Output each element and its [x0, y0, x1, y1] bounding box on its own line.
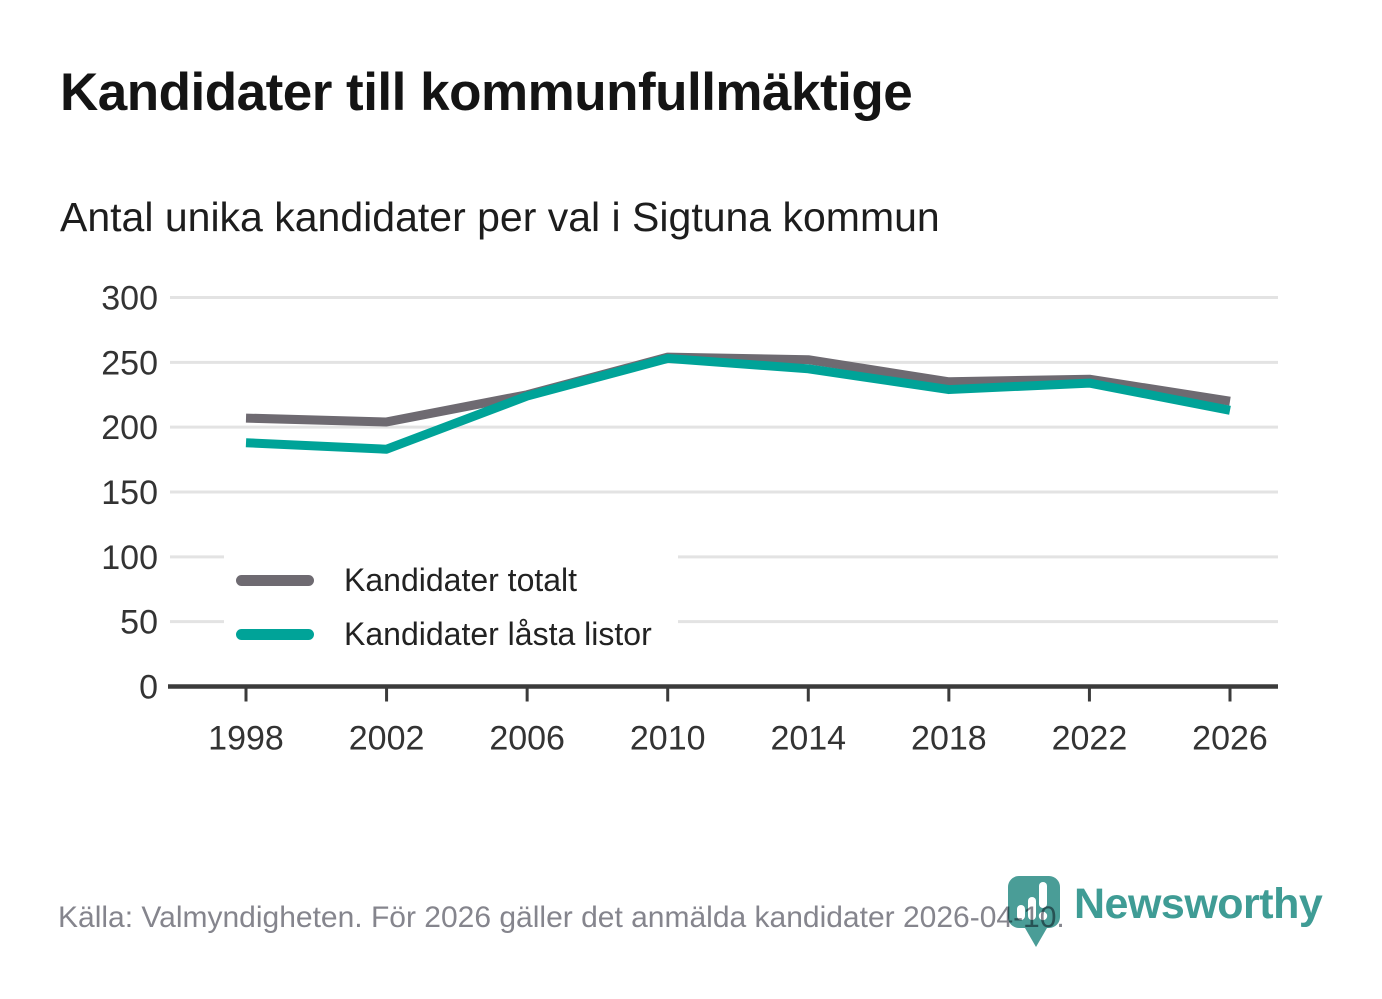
x-tick-label-2026: 2026 [1192, 720, 1268, 758]
series-line-0 [245, 352, 1231, 427]
page-title: Kandidater till kommunfullmäktige [60, 63, 913, 122]
chart-subtitle: Antal unika kandidater per val i Sigtuna… [60, 194, 940, 240]
newsworthy-logo: Newsworthy [1006, 874, 1323, 952]
y-tick-label-100: 100 [101, 539, 158, 577]
legend-item-total: Kandidater totalt [236, 560, 652, 600]
legend-label-total: Kandidater totalt [344, 561, 578, 598]
legend-swatch-locked-lists [236, 628, 314, 640]
x-tick-label-2014: 2014 [770, 720, 846, 758]
chart-legend: Kandidater totalt Kandidater låsta listo… [224, 550, 678, 668]
logo-bar-short [1017, 905, 1025, 920]
newsworthy-logo-text: Newsworthy [1074, 880, 1323, 928]
legend-label-locked-lists: Kandidater låsta listor [344, 615, 652, 652]
x-tick-label-2018: 2018 [911, 720, 987, 758]
y-tick-label-0: 0 [139, 669, 158, 707]
source-note: Källa: Valmyndigheten. För 2026 gäller d… [58, 901, 1065, 934]
x-tick-label-2010: 2010 [630, 720, 706, 758]
logo-bar-medium [1028, 897, 1036, 920]
logo-exclamation-bar [1039, 882, 1047, 908]
x-tick-label-1998: 1998 [208, 720, 284, 758]
y-tick-label-300: 300 [101, 280, 158, 318]
x-tick-label-2006: 2006 [489, 720, 565, 758]
y-tick-label-250: 250 [101, 344, 158, 382]
legend-item-locked-lists: Kandidater låsta listor [236, 614, 652, 654]
x-tick-label-2002: 2002 [349, 720, 425, 758]
logo-exclamation-dot [1038, 911, 1048, 921]
series-line-1 [245, 353, 1231, 454]
y-tick-label-50: 50 [120, 604, 158, 642]
x-tick-label-2022: 2022 [1052, 720, 1128, 758]
y-tick-label-200: 200 [101, 409, 158, 447]
newsworthy-logo-icon [1008, 876, 1060, 947]
y-tick-label-150: 150 [101, 474, 158, 512]
legend-swatch-total [236, 574, 314, 586]
